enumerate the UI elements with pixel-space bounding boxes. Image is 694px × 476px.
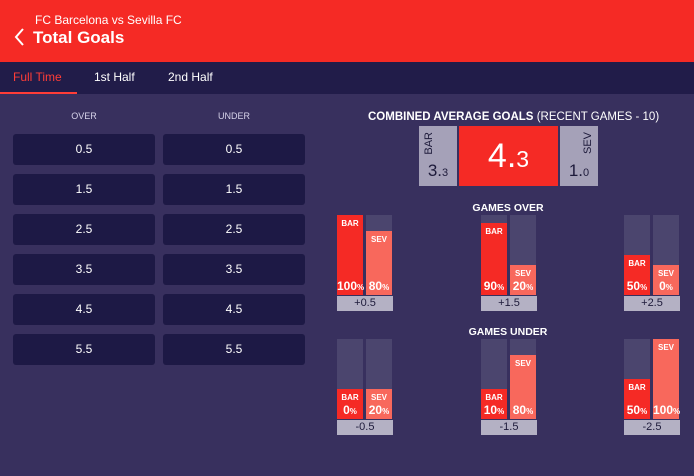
home-bar-pct: 0% — [343, 403, 357, 417]
home-bar: BAR 100% — [337, 215, 365, 295]
under-line-button[interactable]: 2.5 — [163, 214, 305, 245]
over-line-button[interactable]: 5.5 — [13, 334, 155, 365]
home-bar: BAR 10% — [481, 389, 507, 419]
away-bar-label: SEV — [514, 359, 531, 368]
under-line-button[interactable]: 1.5 — [163, 174, 305, 205]
over-line-button[interactable]: 2.5 — [13, 214, 155, 245]
away-bar-pct: 80% — [512, 403, 534, 417]
page-title: Total Goals — [33, 28, 125, 47]
under-line-button[interactable]: 3.5 — [163, 254, 305, 285]
games-under-chart: BAR 10% SEV 80% -1.5 — [481, 339, 537, 435]
over-line-button[interactable]: 0.5 — [13, 134, 155, 165]
goal-line-label: +1.5 — [481, 296, 537, 311]
tab-2nd-half[interactable]: 2nd Half — [168, 70, 213, 84]
away-bar-pct: 0% — [659, 279, 673, 293]
away-bar-label: SEV — [370, 393, 387, 402]
home-bar: BAR 50% — [624, 255, 650, 295]
goal-line-label: +0.5 — [337, 296, 393, 311]
home-bar-track: BAR 50% — [624, 215, 650, 295]
away-bar-track: SEV 80% — [510, 339, 536, 419]
goal-line-label: -1.5 — [481, 420, 537, 435]
over-header: OVER — [71, 111, 97, 121]
tab-bar: Full Time 1st Half 2nd Half — [0, 62, 694, 94]
over-line-button[interactable]: 4.5 — [13, 294, 155, 325]
home-bar-pct: 50% — [626, 403, 648, 417]
away-bar-pct: 20% — [512, 279, 534, 293]
away-bar: SEV 20% — [510, 265, 536, 295]
away-bar-pct: 100% — [653, 403, 681, 417]
home-bar-track: BAR 100% — [337, 215, 365, 295]
goal-line-label: +2.5 — [624, 296, 680, 311]
total-average-int: 4. — [487, 137, 517, 175]
home-bar-label: BAR — [628, 383, 646, 392]
home-average-value: 3.3 — [427, 161, 449, 180]
games-under-chart: BAR 50% SEV 100% -2.5 — [624, 339, 680, 435]
home-bar-label: BAR — [628, 259, 646, 268]
away-bar: SEV 80% — [510, 355, 536, 419]
away-bar-track: SEV 80% — [366, 215, 392, 295]
under-line-button[interactable]: 5.5 — [163, 334, 305, 365]
home-bar-pct: 100% — [337, 279, 365, 293]
home-bar-label: BAR — [485, 393, 503, 402]
games-over-title: GAMES OVER — [472, 202, 544, 214]
home-bar: BAR 90% — [481, 223, 507, 295]
home-bar-track: BAR 10% — [481, 339, 507, 419]
away-bar-track: SEV 20% — [366, 339, 392, 419]
away-abbr: SEV — [582, 132, 594, 155]
combined-title-main: COMBINED AVERAGE GOALS — [368, 111, 534, 123]
games-under-title: GAMES UNDER — [468, 326, 548, 338]
home-bar-label: BAR — [341, 219, 359, 228]
total-average-box: 4.3 — [459, 126, 558, 186]
games-over-chart: BAR 100% SEV 80% +0.5 — [337, 215, 393, 311]
away-bar: SEV 100% — [653, 339, 681, 419]
total-average-dec: 3 — [516, 146, 530, 172]
under-line-button[interactable]: 4.5 — [163, 294, 305, 325]
home-bar-pct: 10% — [483, 403, 505, 417]
over-line-button[interactable]: 1.5 — [13, 174, 155, 205]
home-abbr: BAR — [423, 132, 435, 155]
goal-line-label: -0.5 — [337, 420, 393, 435]
away-bar-label: SEV — [370, 235, 387, 244]
away-bar-track: SEV 0% — [653, 215, 679, 295]
active-tab-indicator — [0, 92, 77, 94]
under-header: UNDER — [217, 111, 250, 121]
away-bar: SEV 0% — [653, 265, 679, 295]
away-bar-track: SEV 20% — [510, 215, 536, 295]
home-bar: BAR 0% — [337, 389, 363, 419]
under-line-button[interactable]: 0.5 — [163, 134, 305, 165]
away-bar-track: SEV 100% — [653, 339, 681, 419]
header: FC Barcelona vs Sevilla FC Total Goals — [0, 0, 694, 62]
match-subtitle: FC Barcelona vs Sevilla FC — [35, 13, 182, 27]
home-bar: BAR 50% — [624, 379, 650, 419]
away-bar-label: SEV — [514, 269, 531, 278]
away-average-value: 1.0 — [568, 161, 590, 180]
home-average-box: BAR 3.3 — [419, 126, 457, 186]
away-bar-label: SEV — [657, 269, 674, 278]
games-under-chart: BAR 0% SEV 20% -0.5 — [337, 339, 393, 435]
home-bar-track: BAR 90% — [481, 215, 507, 295]
home-bar-label: BAR — [485, 227, 503, 236]
home-bar-pct: 90% — [483, 279, 505, 293]
away-bar-pct: 80% — [368, 279, 390, 293]
games-over-chart: BAR 90% SEV 20% +1.5 — [481, 215, 537, 311]
over-line-button[interactable]: 3.5 — [13, 254, 155, 285]
goal-line-label: -2.5 — [624, 420, 680, 435]
away-bar: SEV 80% — [366, 231, 392, 295]
away-bar-pct: 20% — [368, 403, 390, 417]
away-average-box: SEV 1.0 — [560, 126, 598, 186]
chevron-left-icon[interactable] — [12, 27, 28, 47]
tab-1st-half[interactable]: 1st Half — [94, 70, 135, 84]
home-bar-label: BAR — [341, 393, 359, 402]
away-bar: SEV 20% — [366, 389, 392, 419]
home-bar-track: BAR 0% — [337, 339, 363, 419]
combined-average-title: COMBINED AVERAGE GOALS (RECENT GAMES - 1… — [368, 111, 659, 123]
games-over-chart: BAR 50% SEV 0% +2.5 — [624, 215, 680, 311]
away-bar-label: SEV — [657, 343, 674, 352]
combined-title-sub: (RECENT GAMES - 10) — [536, 111, 660, 123]
home-bar-track: BAR 50% — [624, 339, 650, 419]
home-bar-pct: 50% — [626, 279, 648, 293]
tab-full-time[interactable]: Full Time — [13, 70, 62, 84]
